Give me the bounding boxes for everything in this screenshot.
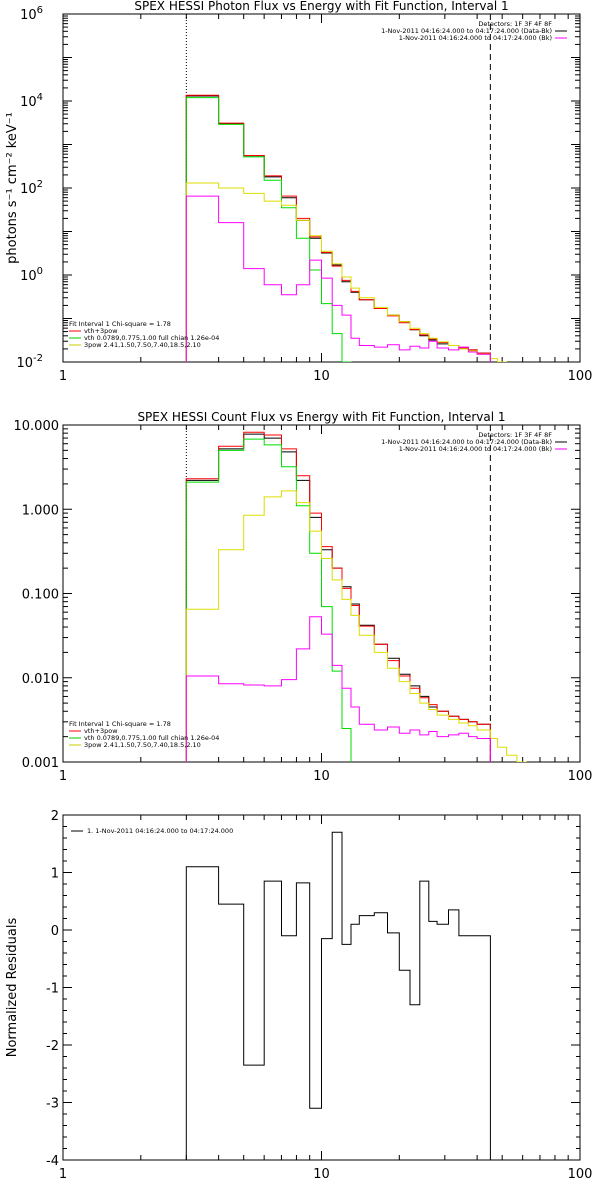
x-tick-label: 1 <box>59 769 67 784</box>
y-tick-label: 10.000 <box>14 419 60 434</box>
legend-fit-header: Fit Interval 1 Chi-square = 1.78 <box>69 720 171 728</box>
y-tick-label: 2 <box>51 809 59 824</box>
y-tick-label: -1 <box>46 982 59 997</box>
x-tick-label: 100 <box>568 1167 593 1182</box>
legend-entry: 3pow 2.41,1.50,7.50,7.40,18.5,2.10 <box>84 341 201 349</box>
x-tick-label: 1 <box>59 1167 67 1182</box>
y-tick-label: 10-2 <box>16 353 43 371</box>
y-tick-label: 106 <box>20 5 43 23</box>
legend-fit-header: Fit Interval 1 Chi-square = 1.78 <box>69 320 171 328</box>
y-tick-label: 0 <box>51 924 59 939</box>
legend-entry: vth 0.0789,0.775,1.00 full chian 1.26e-0… <box>84 734 219 742</box>
series-group <box>185 831 491 1160</box>
y-tick-label: 100 <box>20 266 43 284</box>
legend-entry: 1-Nov-2011 04:16:24.000 to 04:17:24.000 … <box>399 445 552 453</box>
legend-entry: 1-Nov-2011 04:16:24.000 to 04:17:24.000 … <box>381 438 552 446</box>
legend-entry: vth 0.0789,0.775,1.00 full chian 1.26e-0… <box>84 334 219 342</box>
legend-entry: 1-Nov-2011 04:16:24.000 to 04:17:24.000 … <box>399 34 552 42</box>
chart-title: SPEX HESSI Photon Flux vs Energy with Fi… <box>134 0 508 13</box>
y-axis-label: photons s⁻¹ cm⁻² keV⁻¹ <box>5 112 20 264</box>
x-tick-label: 10 <box>313 1167 330 1182</box>
y-tick-label: 0.001 <box>22 756 59 771</box>
series-line-1 <box>185 433 491 762</box>
y-tick-label: -4 <box>46 1154 59 1169</box>
y-tick-label: 0.010 <box>22 672 59 687</box>
y-tick-label: -3 <box>46 1097 59 1112</box>
legend-entry: Detectors: 1F 3F 4F 8F <box>478 431 552 439</box>
series-line-4 <box>185 182 508 362</box>
series-line-5 <box>185 616 491 762</box>
legend-entry: 3pow 2.41,1.50,7.50,7.40,18.5,2.10 <box>84 741 201 749</box>
legend-entry: vth+3pow <box>84 327 118 335</box>
chart-panel-2: SPEX HESSI Count Flux vs Energy with Fit… <box>14 410 593 784</box>
x-tick-label: 1 <box>59 369 67 384</box>
series-group <box>185 94 508 362</box>
y-tick-label: 0.100 <box>22 588 59 603</box>
x-tick-label: 10 <box>313 769 330 784</box>
series-line-2 <box>185 94 491 362</box>
series-group <box>185 431 527 762</box>
chart-panel-1: SPEX HESSI Photon Flux vs Energy with Fi… <box>5 0 592 384</box>
series-line-1 <box>185 831 491 1160</box>
series-line-1 <box>185 95 491 362</box>
x-tick-label: 100 <box>568 769 593 784</box>
legend-entry: vth+3pow <box>84 727 118 735</box>
y-tick-label: 104 <box>20 92 43 110</box>
legend-entry: 1. 1-Nov-2011 04:16:24.000 to 04:17:24.0… <box>87 827 233 835</box>
x-tick-label: 100 <box>568 369 593 384</box>
legend-entry: Detectors: 1F 3F 4F 8F <box>478 20 552 28</box>
y-tick-label: -2 <box>46 1039 59 1054</box>
y-axis-label: Normalized Residuals <box>5 918 20 1058</box>
legend-entry: 1-Nov-2011 04:16:24.000 to 04:17:24.000 … <box>381 27 552 35</box>
chart-title: SPEX HESSI Count Flux vs Energy with Fit… <box>137 410 505 424</box>
series-line-4 <box>185 490 527 762</box>
series-line-3 <box>185 438 352 762</box>
series-line-2 <box>185 431 491 762</box>
series-line-3 <box>185 97 352 362</box>
series-line-5 <box>185 195 491 362</box>
plot-frame <box>62 13 581 363</box>
x-tick-label: 10 <box>313 369 330 384</box>
y-tick-label: 1 <box>51 867 59 882</box>
y-tick-label: 102 <box>20 179 43 197</box>
y-tick-label: 1.000 <box>22 503 59 518</box>
